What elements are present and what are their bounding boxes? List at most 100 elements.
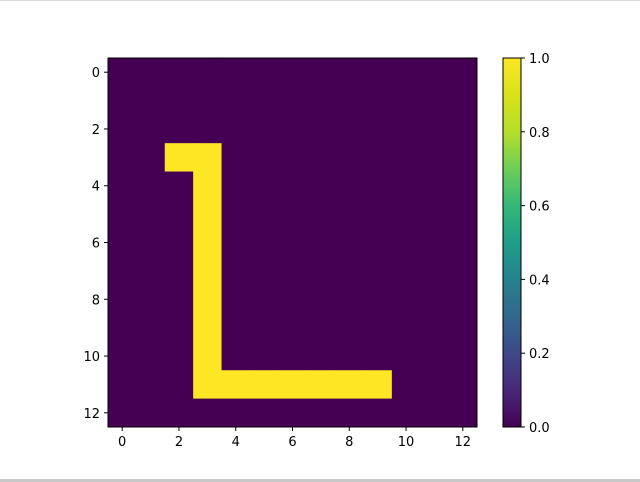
heatmap-cell — [278, 285, 307, 314]
heatmap-cell — [222, 86, 251, 115]
heatmap-cell — [335, 86, 364, 115]
heatmap-cell — [222, 313, 251, 342]
x-tick-label: 8 — [345, 435, 353, 450]
heatmap-cell — [222, 58, 251, 87]
heatmap-cell — [363, 370, 392, 399]
heatmap-cell — [420, 228, 449, 257]
heatmap-cell — [136, 143, 165, 172]
heatmap-cell — [307, 370, 336, 399]
heatmap-cell — [392, 313, 421, 342]
heatmap-cell — [165, 228, 194, 257]
heatmap-cell — [449, 228, 478, 257]
heatmap-cell — [363, 228, 392, 257]
y-tick-label: 0 — [92, 66, 100, 81]
heatmap-cell — [222, 257, 251, 286]
heatmap-cell — [165, 285, 194, 314]
heatmap-cell — [449, 342, 478, 371]
heatmap-cell — [250, 257, 279, 286]
heatmap-cell — [420, 285, 449, 314]
heatmap-cell — [335, 115, 364, 144]
heatmap-cell — [278, 257, 307, 286]
heatmap-cell — [363, 285, 392, 314]
heatmap-cell — [449, 399, 478, 428]
y-tick-label: 10 — [83, 350, 100, 365]
heatmap-cell — [193, 313, 222, 342]
heatmap-cell — [335, 143, 364, 172]
heatmap-cell — [165, 200, 194, 229]
heatmap-cell — [363, 399, 392, 428]
heatmap-cell — [420, 200, 449, 229]
heatmap-cell — [335, 58, 364, 87]
heatmap-cell — [165, 172, 194, 201]
heatmap-cell — [136, 228, 165, 257]
heatmap-cell — [449, 285, 478, 314]
colorbar-tick-label: 0.2 — [529, 347, 550, 362]
heatmap-cell — [420, 257, 449, 286]
heatmap-cell — [250, 58, 279, 87]
heatmap-cell — [420, 399, 449, 428]
heatmap-cell — [136, 257, 165, 286]
x-tick-label: 2 — [175, 435, 183, 450]
heatmap-cell — [307, 115, 336, 144]
heatmap-cell — [193, 370, 222, 399]
heatmap-cell — [108, 58, 137, 87]
heatmap-cell — [193, 399, 222, 428]
heatmap-cell — [335, 342, 364, 371]
x-axis: 0 2 4 6 8 10 12 — [118, 427, 471, 450]
heatmap-cell — [307, 143, 336, 172]
heatmap-cell — [165, 143, 194, 172]
colorbar-tick-label: 0.4 — [529, 273, 550, 288]
heatmap-cell — [335, 257, 364, 286]
heatmap-cell — [250, 285, 279, 314]
heatmap-cell — [250, 370, 279, 399]
heatmap-cell — [136, 399, 165, 428]
heatmap-cell — [278, 228, 307, 257]
heatmap-cell — [165, 370, 194, 399]
heatmap-cell — [136, 370, 165, 399]
heatmap-cell — [307, 172, 336, 201]
heatmap-cell — [392, 143, 421, 172]
heatmap-cell — [392, 86, 421, 115]
heatmap-cell — [420, 313, 449, 342]
heatmap-cell — [363, 143, 392, 172]
heatmap-cell — [392, 115, 421, 144]
heatmap-cell — [363, 172, 392, 201]
heatmap-cell — [108, 200, 137, 229]
y-tick-label: 2 — [92, 123, 100, 138]
heatmap-cell — [278, 172, 307, 201]
heatmap-cell — [136, 285, 165, 314]
heatmap-cell — [136, 313, 165, 342]
heatmap-cell — [108, 172, 137, 201]
heatmap-cell — [363, 257, 392, 286]
heatmap-cell — [250, 115, 279, 144]
colorbar-tick-label: 0.0 — [529, 421, 550, 436]
heatmap-cell — [449, 257, 478, 286]
colorbar-tick-label: 0.8 — [529, 126, 550, 141]
heatmap-cell — [449, 58, 478, 87]
heatmap-cell — [335, 200, 364, 229]
heatmap-cell — [136, 86, 165, 115]
heatmap-cell — [193, 228, 222, 257]
colorbar-tick-label: 0.6 — [529, 200, 550, 215]
heatmap-cell — [136, 172, 165, 201]
heatmap-cell — [392, 58, 421, 87]
heatmap-cell — [222, 228, 251, 257]
heatmap-cell — [449, 143, 478, 172]
heatmap-cell — [449, 172, 478, 201]
heatmap-cell — [222, 115, 251, 144]
heatmap-cell — [193, 257, 222, 286]
heatmap-cell — [449, 200, 478, 229]
heatmap-cell — [307, 228, 336, 257]
heatmap-cell — [363, 200, 392, 229]
heatmap-cell — [278, 58, 307, 87]
heatmap-cell — [193, 342, 222, 371]
heatmap-cell — [222, 399, 251, 428]
heatmap-cell — [307, 342, 336, 371]
heatmap-cell — [392, 285, 421, 314]
heatmap-cell — [136, 115, 165, 144]
heatmap-cell — [193, 115, 222, 144]
heatmap-cell — [278, 86, 307, 115]
heatmap-cell — [278, 115, 307, 144]
y-tick-label: 4 — [92, 180, 100, 195]
